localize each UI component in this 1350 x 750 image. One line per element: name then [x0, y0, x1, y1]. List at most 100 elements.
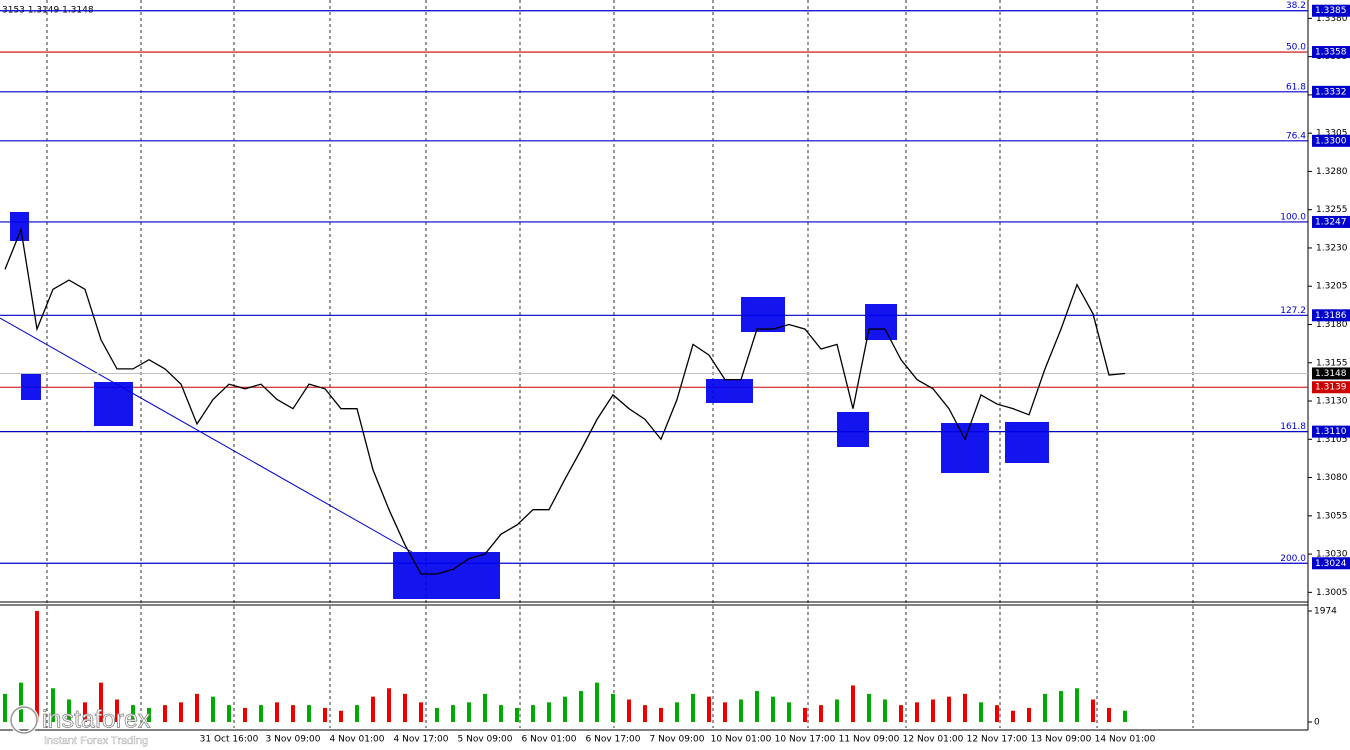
price-tag-label: 1.3186 — [1315, 311, 1347, 321]
price-tag-label: 1.3247 — [1315, 217, 1347, 227]
fib-level-label: 200.0 — [1280, 554, 1306, 564]
volume-bar — [307, 705, 311, 722]
y-tick-label: 1.3230 — [1316, 243, 1348, 253]
x-tick-label: 13 Nov 09:00 — [1031, 735, 1092, 745]
volume-bar — [739, 699, 743, 722]
volume-bar — [499, 705, 503, 722]
volume-bar — [339, 710, 343, 722]
volume-bar — [771, 696, 775, 722]
logo-name: instaforex — [42, 706, 151, 734]
y-tick-label: 1.3055 — [1316, 511, 1348, 521]
x-tick-label: 4 Nov 17:00 — [394, 735, 449, 745]
volume-bar — [99, 682, 103, 722]
volume-bar — [51, 688, 55, 722]
highlight-box — [941, 423, 989, 473]
volume-bar — [659, 707, 663, 722]
volume-bar — [211, 696, 215, 722]
x-tick-label: 10 Nov 01:00 — [711, 735, 772, 745]
y-tick-label: 1.3105 — [1316, 435, 1348, 445]
volume-bar — [483, 693, 487, 722]
price-tag — [1312, 381, 1350, 394]
highlight-box — [741, 297, 785, 332]
volume-bar — [451, 705, 455, 722]
highlight-box — [706, 379, 753, 403]
y-tick-label: 1.3155 — [1316, 358, 1348, 368]
volume-bar — [707, 696, 711, 722]
volume-bar — [931, 699, 935, 722]
volume-bar — [995, 705, 999, 722]
fib-level-label: 76.4 — [1286, 131, 1306, 141]
highlight-box — [1005, 422, 1049, 463]
volume-bar — [947, 696, 951, 722]
price-tag-label: 1.3385 — [1315, 6, 1347, 16]
price-tag — [1312, 367, 1350, 380]
volume-bar — [899, 705, 903, 722]
volume-bar — [291, 705, 295, 722]
highlight-box — [837, 412, 869, 447]
volume-bar — [131, 705, 135, 722]
volume-bar — [275, 702, 279, 722]
y-tick-label: 1.3205 — [1316, 282, 1348, 292]
x-tick-label: 11 Nov 09:00 — [839, 735, 900, 745]
x-tick-label: 31 Oct 16:00 — [200, 735, 259, 745]
volume-bar — [19, 682, 23, 722]
volume-bar — [227, 705, 231, 722]
fib-level-label: 61.8 — [1286, 82, 1306, 92]
fib-level-label: 50.0 — [1286, 43, 1306, 53]
volume-bar — [867, 693, 871, 722]
volume-bar — [435, 707, 439, 722]
price-tag-label: 1.3300 — [1315, 136, 1347, 146]
y-tick-label: 1.3280 — [1316, 167, 1348, 177]
volume-bar — [371, 696, 375, 722]
volume-bar — [195, 693, 199, 722]
price-tag — [1312, 309, 1350, 322]
x-tick-label: 5 Nov 09:00 — [458, 735, 513, 745]
x-tick-label: 10 Nov 17:00 — [775, 735, 836, 745]
volume-bar — [803, 707, 807, 722]
volume-bar — [883, 699, 887, 722]
volume-bar — [1011, 710, 1015, 722]
fib-level-label: 100.0 — [1280, 212, 1306, 222]
logo-icon — [10, 706, 38, 734]
volume-bar — [243, 707, 247, 722]
volume-tick-label: 1974 — [1314, 607, 1337, 617]
volume-bar — [147, 707, 151, 722]
volume-bar — [819, 705, 823, 722]
highlight-box — [865, 304, 897, 340]
volume-bar — [3, 693, 7, 722]
volume-bar — [643, 705, 647, 722]
price-tag-label: 1.3110 — [1315, 427, 1347, 437]
price-tag — [1312, 46, 1350, 59]
highlight-box — [10, 212, 29, 241]
price-tag-label: 1.3332 — [1315, 87, 1347, 97]
volume-bar — [835, 699, 839, 722]
volume-bar — [35, 611, 39, 722]
price-tag-label: 1.3024 — [1315, 559, 1347, 569]
volume-bar — [1107, 707, 1111, 722]
price-tag-label: 1.3139 — [1315, 383, 1347, 393]
x-tick-label: 12 Nov 01:00 — [903, 735, 964, 745]
volume-bar — [691, 693, 695, 722]
y-tick-label: 1.3080 — [1316, 473, 1348, 483]
price-tag — [1312, 557, 1350, 570]
volume-bar — [323, 707, 327, 722]
price-tag-label: 1.3148 — [1315, 369, 1347, 379]
volume-bar — [387, 688, 391, 722]
volume-bar — [531, 705, 535, 722]
price-tag — [1312, 215, 1350, 228]
x-tick-label: 12 Nov 17:00 — [967, 735, 1028, 745]
y-tick-label: 1.3005 — [1316, 588, 1348, 598]
x-tick-label: 6 Nov 17:00 — [586, 735, 641, 745]
trend-line — [0, 317, 413, 553]
volume-bar — [915, 702, 919, 722]
price-tag — [1312, 134, 1350, 147]
volume-bar — [115, 699, 119, 722]
volume-bar — [467, 702, 471, 722]
volume-bar — [787, 702, 791, 722]
x-tick-label: 4 Nov 01:00 — [330, 735, 385, 745]
y-tick-label: 1.3130 — [1316, 397, 1348, 407]
volume-bar — [1075, 688, 1079, 722]
volume-bar — [1043, 693, 1047, 722]
